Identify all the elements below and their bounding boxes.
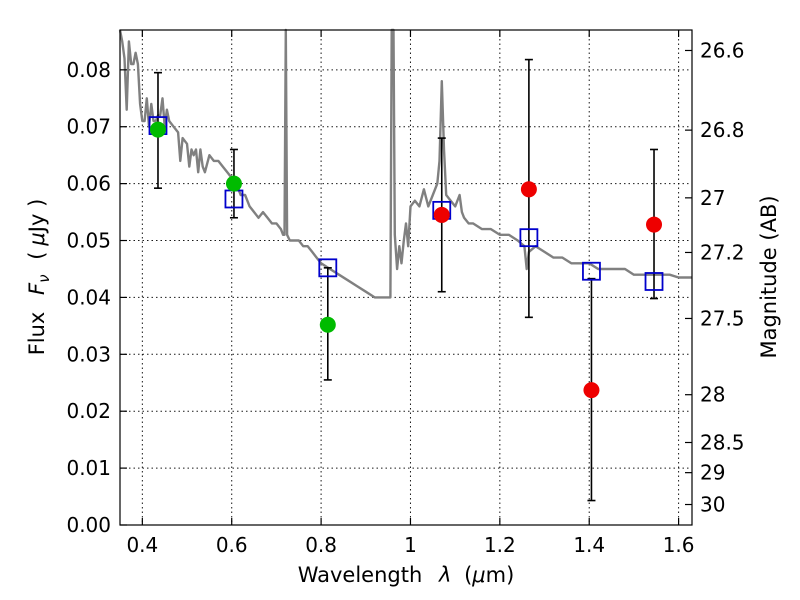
x-axis-title-symbol: λ [438,563,451,587]
y-axis-title-unit-mu: μ [25,232,49,246]
y-axis-title: Flux Fν ( μJy ) [25,199,54,356]
grid-lines [120,30,692,526]
right-axis-title: Magnitude (AB) [757,195,781,358]
y-tick-label: 0.02 [66,399,111,423]
model-point-square [644,272,664,291]
y-axis-title-text: Flux [25,312,49,356]
y-axis-title-unit-close: Jy ) [25,199,49,235]
observed-point [225,175,242,192]
observed-point [433,206,450,223]
observed-point [583,382,600,399]
observed-point [520,181,537,198]
y-tick-label: 0.06 [66,172,111,196]
axis-ticks [120,30,692,526]
model-point-square [519,228,539,248]
right-tick-label: 27.5 [700,306,745,330]
y-axis-title-unit-open: ( [25,252,49,260]
model-spectrum-line [118,28,692,299]
x-tick-label: 1 [404,533,417,557]
x-axis-title-unit-close: m) [486,563,515,587]
right-tick-labels: 26.6 26.8 27 27.2 27.5 28 28.5 29 30 [700,38,745,516]
x-axis-title-text: Wavelength [298,563,423,587]
x-tick-label: 1.6 [663,533,695,557]
model-point-square [318,258,338,278]
x-tick-labels: 0.4 0.6 0.8 1 1.2 1.4 1.6 [126,533,694,557]
x-tick-label: 0.4 [126,533,158,557]
right-tick-label: 27.2 [700,240,745,264]
y-axis-title-symbol-sub: ν [35,274,53,282]
right-tick-label: 26.8 [700,118,745,142]
model-point-square [582,261,601,281]
x-axis-title-unit-mu: μ [471,563,485,587]
observed-point [319,316,336,333]
right-tick-label: 26.6 [700,38,745,62]
y-tick-label: 0.03 [66,342,111,366]
y-tick-label: 0.01 [66,456,111,480]
model-spectrum-layer [118,28,692,299]
x-axis-title: Wavelength λ (μm) [298,563,515,587]
y-axis-title-symbol: F [25,282,49,295]
right-tick-label: 28.5 [700,431,745,455]
y-tick-labels: 0.00 0.01 0.02 0.03 0.04 0.05 0.06 0.07 0.08 [66,58,111,537]
observed-points-layer [149,121,663,399]
y-tick-label: 0.05 [66,229,111,253]
x-tick-label: 1.4 [573,533,605,557]
right-tick-label: 29 [700,461,725,485]
observed-point [646,216,663,233]
y-tick-label: 0.07 [66,115,111,139]
x-tick-label: 0.8 [305,533,337,557]
right-tick-label: 27 [700,186,725,210]
plot-frame [119,29,693,526]
right-tick-label: 28 [700,383,725,407]
y-tick-label: 0.00 [66,513,111,537]
x-tick-label: 0.6 [216,533,248,557]
x-axis-title-unit-open: ( [464,563,472,587]
x-tick-label: 1.2 [484,533,516,557]
right-tick-label: 30 [700,493,725,517]
y-tick-label: 0.04 [66,285,111,309]
observed-point [149,121,166,138]
y-tick-label: 0.08 [66,58,111,82]
